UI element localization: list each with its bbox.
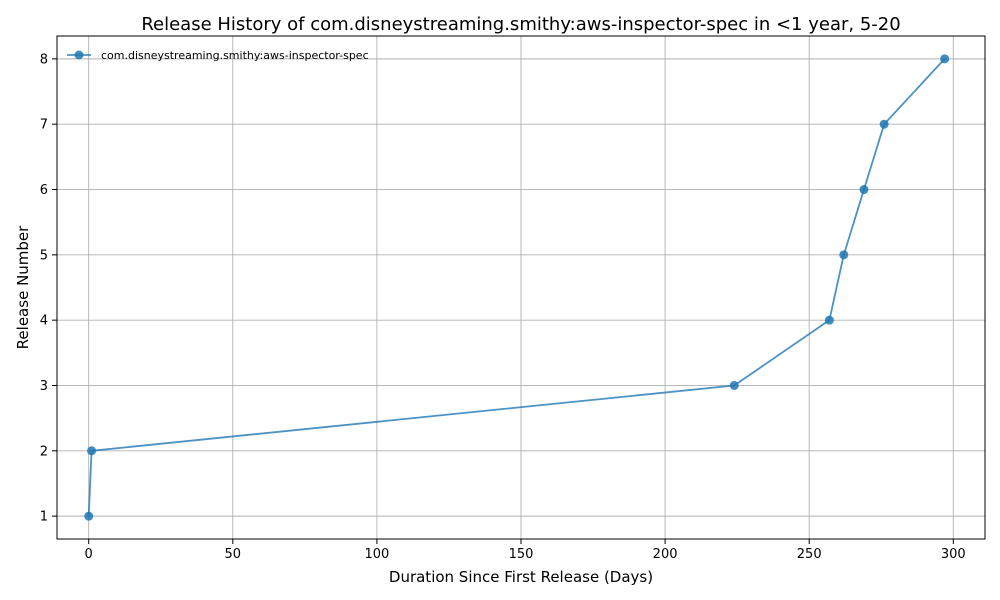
x-tick-label: 200 xyxy=(653,547,678,562)
y-tick-label: 6 xyxy=(40,183,48,198)
y-axis-ticks: 1 2 3 4 5 6 7 8 xyxy=(40,52,57,525)
x-axis-label: Duration Since First Release (Days) xyxy=(389,568,653,586)
legend-marker-sample xyxy=(74,50,84,60)
x-tick-label: 50 xyxy=(225,547,242,562)
y-tick-label: 5 xyxy=(40,248,48,263)
legend: com.disneystreaming.smithy:aws-inspector… xyxy=(67,49,369,62)
x-tick-label: 150 xyxy=(509,547,534,562)
data-point xyxy=(84,511,94,521)
legend-entry-label: com.disneystreaming.smithy:aws-inspector… xyxy=(101,49,369,62)
y-tick-label: 8 xyxy=(40,52,48,67)
data-point xyxy=(824,315,834,325)
series-line xyxy=(87,58,946,517)
series-layer xyxy=(84,54,950,521)
y-tick-label: 2 xyxy=(40,444,48,459)
data-point xyxy=(859,185,869,195)
data-point xyxy=(87,446,97,456)
y-tick-label: 1 xyxy=(40,510,48,525)
y-tick-label: 3 xyxy=(40,379,48,394)
chart-title: Release History of com.disneystreaming.s… xyxy=(141,14,900,35)
x-tick-label: 100 xyxy=(364,547,389,562)
data-point xyxy=(879,119,889,129)
y-tick-label: 4 xyxy=(40,314,48,329)
x-tick-label: 0 xyxy=(85,547,93,562)
data-point xyxy=(729,380,739,390)
x-axis-ticks: 0 50 100 150 200 250 300 xyxy=(85,539,966,562)
data-point xyxy=(940,54,950,64)
grid-lines xyxy=(57,36,985,539)
x-tick-label: 250 xyxy=(797,547,822,562)
y-axis-label: Release Number xyxy=(14,225,32,349)
data-point xyxy=(839,250,849,260)
x-tick-label: 300 xyxy=(941,547,966,562)
y-tick-label: 7 xyxy=(40,118,48,133)
